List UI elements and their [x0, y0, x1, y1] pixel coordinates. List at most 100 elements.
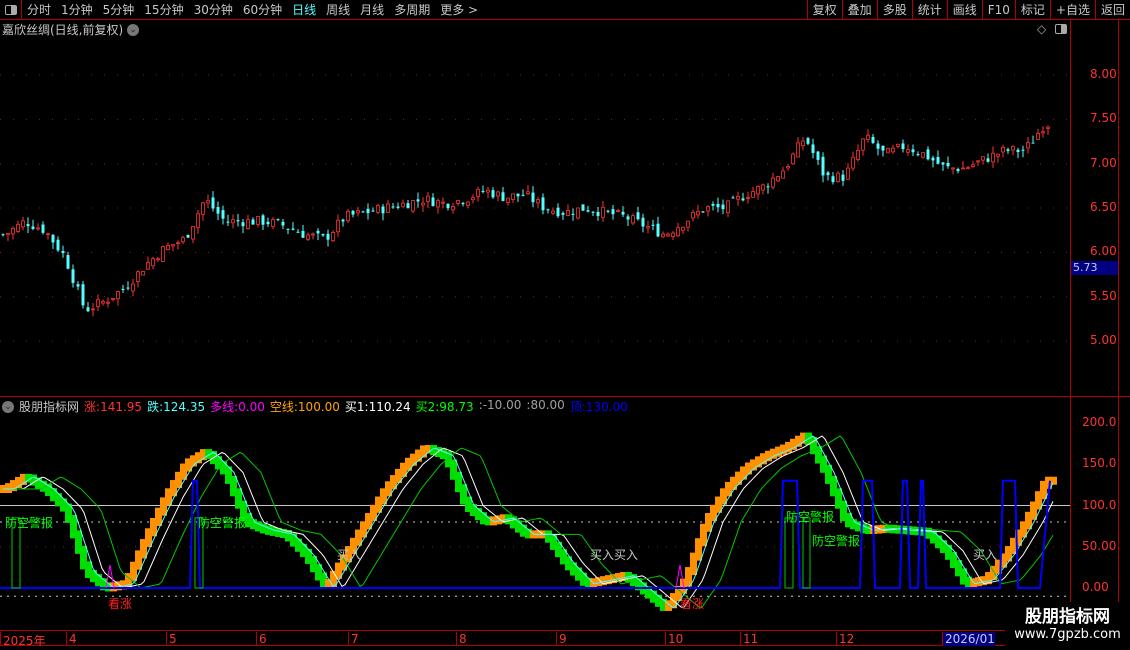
toolbar-button[interactable]: F10 — [981, 0, 1015, 20]
sidebar-toggle-button[interactable] — [0, 0, 22, 20]
period-tab[interactable]: 更多 > — [440, 3, 479, 17]
toolbar-button[interactable]: 标记 — [1014, 0, 1050, 20]
candle — [796, 142, 800, 158]
panel-toggle-icon[interactable] — [1055, 24, 1067, 34]
candle — [1021, 149, 1025, 151]
period-tab[interactable]: 日线 — [292, 3, 317, 17]
fall-block — [845, 513, 852, 528]
candle — [71, 269, 75, 283]
rise-block — [185, 458, 192, 472]
fall-block — [240, 500, 247, 522]
chevron-down-icon[interactable]: ⌄ — [127, 23, 140, 36]
fall-block — [520, 524, 527, 537]
indicator-tick: 100.0 — [1082, 497, 1117, 512]
period-tab[interactable]: 周线 — [326, 3, 351, 17]
candle — [211, 197, 215, 209]
legend-value: 100.00 — [297, 400, 340, 414]
date-label: 9 — [556, 632, 567, 646]
period-tab[interactable]: 分时 — [27, 3, 52, 17]
period-tab[interactable]: 1分钟 — [61, 3, 93, 17]
fall-block — [560, 549, 567, 565]
candle — [571, 213, 575, 215]
alarm-box — [194, 517, 204, 589]
candle — [281, 221, 285, 226]
candle — [991, 152, 995, 163]
rise-block — [1050, 476, 1057, 485]
candle — [126, 287, 130, 289]
candle — [251, 219, 255, 225]
fall-block — [295, 538, 302, 552]
period-tab[interactable]: 60分钟 — [242, 3, 283, 17]
rise-block — [755, 456, 762, 468]
toolbar-button[interactable]: 画线 — [946, 0, 982, 20]
rise-block — [760, 453, 767, 465]
toolbar-button[interactable]: 统计 — [911, 0, 947, 20]
fall-block — [525, 528, 532, 539]
chevron-down-icon[interactable]: ⌄ — [2, 400, 14, 413]
period-tab[interactable]: 30分钟 — [193, 3, 233, 17]
price-tick: 5.00 — [1090, 333, 1117, 348]
candle — [646, 226, 650, 229]
candle — [866, 134, 870, 140]
candle — [236, 220, 240, 222]
toolbar-button[interactable]: +自选 — [1049, 0, 1095, 20]
fall-block — [925, 527, 932, 539]
candle — [261, 215, 265, 225]
toolbar-button[interactable]: 返回 — [1094, 0, 1130, 20]
rise-block — [155, 507, 162, 526]
candle — [661, 233, 665, 238]
candle — [26, 224, 30, 227]
candle — [986, 158, 990, 162]
candle — [961, 167, 965, 170]
toolbar-button[interactable]: 复权 — [806, 0, 842, 20]
fall-block — [635, 578, 642, 591]
candle — [786, 165, 790, 169]
fall-block — [310, 555, 317, 573]
rise-block — [695, 538, 702, 561]
rise-block — [375, 496, 382, 513]
fall-block — [810, 436, 817, 455]
rise-block — [975, 577, 982, 587]
diamond-icon[interactable]: ◇ — [1037, 22, 1047, 36]
period-tab[interactable]: 月线 — [360, 3, 385, 17]
candle — [31, 226, 35, 229]
rise-block — [720, 488, 727, 505]
candle — [501, 192, 505, 201]
candle — [941, 162, 945, 165]
candle — [546, 209, 550, 211]
candle — [576, 207, 580, 219]
candle — [981, 156, 985, 161]
candle — [481, 191, 485, 193]
fall-block — [75, 530, 82, 554]
candle — [101, 301, 105, 304]
candle — [216, 207, 220, 214]
rise-block — [345, 546, 352, 563]
signal-label: 防空警报 — [198, 516, 247, 530]
period-tab[interactable]: 5分钟 — [102, 3, 135, 17]
candle — [856, 149, 860, 160]
fall-block — [215, 456, 222, 470]
candle — [816, 151, 820, 160]
fall-block — [850, 519, 857, 530]
period-tab[interactable]: 15分钟 — [144, 3, 184, 17]
candle — [516, 193, 520, 197]
fall-block — [575, 567, 582, 581]
fall-block — [40, 480, 47, 492]
rise-block — [125, 573, 132, 589]
candle — [321, 234, 325, 236]
candle — [506, 197, 510, 203]
period-tab[interactable]: 多周期 — [394, 3, 431, 17]
fall-block — [80, 545, 87, 570]
candle — [416, 199, 420, 202]
fall-block — [485, 516, 492, 526]
candle — [436, 200, 440, 208]
candle — [656, 223, 660, 237]
candle — [276, 219, 280, 221]
candle — [861, 138, 865, 151]
toolbar-button[interactable]: 叠加 — [841, 0, 877, 20]
legend-item: :80.00 — [526, 398, 564, 415]
rise-block — [195, 452, 202, 464]
rise-block — [330, 570, 337, 588]
toolbar-button[interactable]: 多股 — [876, 0, 912, 20]
